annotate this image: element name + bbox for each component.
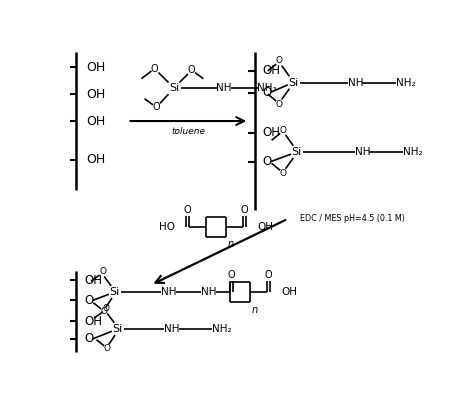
Text: O: O [102, 304, 109, 313]
Text: O: O [228, 270, 235, 280]
Text: NH₂: NH₂ [403, 147, 422, 157]
Text: OH: OH [262, 126, 280, 139]
Text: OH: OH [84, 274, 102, 287]
Text: OH: OH [86, 61, 106, 74]
Text: NH: NH [161, 287, 176, 297]
Text: NH: NH [355, 147, 370, 157]
Text: EDC / MES pH=4.5 (0.1 M): EDC / MES pH=4.5 (0.1 M) [300, 214, 404, 223]
Text: O: O [100, 308, 108, 316]
Text: O: O [188, 65, 196, 75]
Text: n: n [228, 239, 234, 249]
Text: O: O [241, 205, 248, 215]
Text: Si: Si [288, 77, 299, 87]
Text: Si: Si [109, 287, 119, 297]
Text: O: O [104, 344, 111, 354]
Text: O: O [262, 86, 272, 99]
Text: O: O [276, 100, 283, 109]
Text: toluene: toluene [172, 126, 206, 136]
Text: Si: Si [112, 324, 122, 334]
Text: O: O [262, 155, 272, 168]
Text: O: O [84, 294, 93, 307]
Text: OH: OH [262, 65, 280, 77]
Text: O: O [99, 267, 106, 277]
Text: NH: NH [164, 324, 179, 334]
Text: O: O [276, 57, 283, 65]
Text: O: O [84, 332, 93, 346]
Text: OH: OH [86, 87, 106, 101]
Text: O: O [280, 126, 287, 135]
Text: OH: OH [86, 153, 106, 166]
Text: NH₂: NH₂ [212, 324, 232, 334]
Text: NH: NH [216, 83, 231, 93]
Text: O: O [264, 270, 272, 280]
Text: n: n [252, 305, 257, 315]
Text: OH: OH [86, 115, 106, 128]
Text: NH: NH [201, 287, 217, 297]
Text: NH₂: NH₂ [396, 77, 416, 87]
Text: O: O [280, 169, 287, 178]
Text: O: O [152, 102, 160, 112]
Text: Si: Si [292, 147, 301, 157]
Text: Si: Si [169, 83, 179, 93]
Text: OH: OH [281, 287, 297, 297]
Text: OH: OH [84, 315, 102, 328]
Text: NH: NH [347, 77, 363, 87]
Text: HO: HO [159, 221, 175, 231]
Text: O: O [183, 205, 191, 215]
Text: OH: OH [257, 221, 273, 231]
Text: O: O [151, 64, 158, 74]
Text: NH₂: NH₂ [257, 83, 277, 93]
